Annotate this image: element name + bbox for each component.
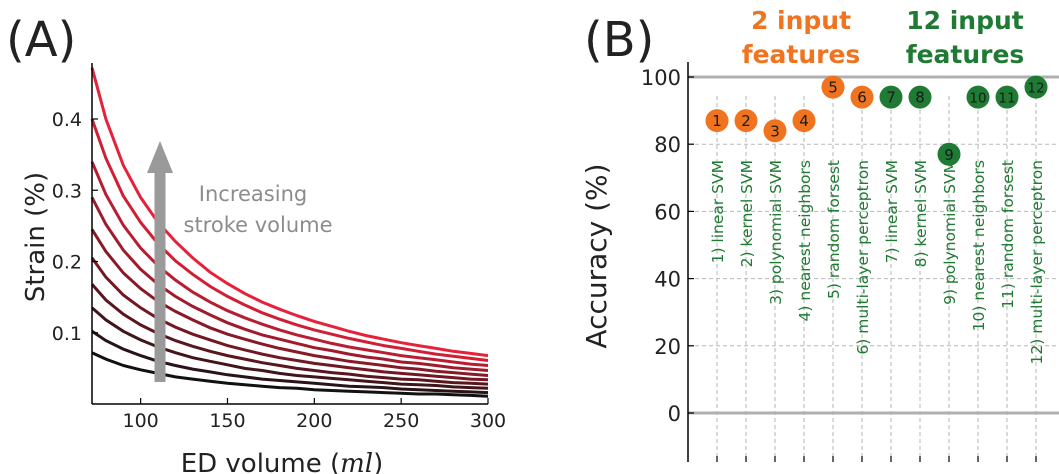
group-title-line-1: 2 input <box>751 6 851 35</box>
y-tick-label: 0.2 <box>52 252 82 274</box>
annotation-line-2: stroke volume <box>184 213 333 237</box>
annotation-line-1: Increasing <box>199 182 307 206</box>
classifier-label: 12) multi-layer perceptron <box>1028 160 1046 364</box>
x-tick-label: 150 <box>209 410 245 432</box>
y-tick-label: 60 <box>654 200 681 224</box>
point-number: 2 <box>741 112 751 130</box>
y-axis-label: Strain (%) <box>21 172 51 302</box>
y-tick-label: 0.4 <box>52 109 82 131</box>
classifier-label: 1) linear SVM <box>709 160 727 263</box>
y-tick-label: 20 <box>654 335 681 359</box>
classifier-label: 8) kernel SVM <box>912 160 930 267</box>
x-tick-label: 300 <box>470 410 506 432</box>
panel-b-axes: 0 20 40 60 80 100 <box>641 62 1037 462</box>
point-number: 12 <box>1027 81 1044 97</box>
accuracy-point <box>821 75 845 99</box>
panel-b: (B) 0 20 40 60 80 100 1) linear SVM 2) kernel … <box>580 6 1059 462</box>
group-title-line-2: features <box>906 40 1025 69</box>
accuracy-point <box>1024 75 1048 99</box>
classifier-label: 11) random forsest <box>999 160 1017 309</box>
y-tick-label: 0 <box>668 402 681 426</box>
accuracy-point <box>937 142 961 166</box>
panel-b-label: (B) <box>584 12 654 68</box>
classifier-label: 6) multi-layer perceptron <box>854 160 872 355</box>
point-number: 11 <box>998 91 1015 107</box>
classifier-label: 7) linear SVM <box>883 160 901 263</box>
point-number: 7 <box>886 89 896 107</box>
y-tick-label: 40 <box>654 268 681 292</box>
y-tick-label: 0.3 <box>52 180 82 202</box>
point-number: 6 <box>857 89 867 107</box>
accuracy-point <box>792 109 816 133</box>
accuracy-point <box>966 85 990 109</box>
accuracy-point <box>705 109 729 133</box>
point-number: 1 <box>712 112 722 130</box>
y-tick-label: 100 <box>641 66 681 90</box>
accuracy-point <box>763 119 787 143</box>
increasing-arrow <box>147 141 173 382</box>
x-tick-label: 200 <box>296 410 332 432</box>
point-number: 10 <box>969 91 986 107</box>
classifier-label: 9) polynomial SVM <box>941 160 959 305</box>
point-number: 8 <box>915 89 925 107</box>
x-axis-label: ED volume (ml) <box>181 449 384 474</box>
classifier-labels: 1) linear SVM 2) kernel SVM 3) polynomial … <box>709 160 1046 364</box>
accuracy-point <box>879 85 903 109</box>
accuracy-point <box>995 85 1019 109</box>
classifier-label: 4) nearest neighbors <box>796 160 814 321</box>
point-number: 9 <box>944 146 954 164</box>
classifier-label: 3) polynomial SVM <box>767 160 785 305</box>
strain-curve-6 <box>90 257 489 382</box>
x-tick-label: 100 <box>122 410 158 432</box>
point-number: 5 <box>828 79 838 97</box>
group-titles: 2 input features 12 input features <box>742 6 1025 69</box>
accuracy-axis-label: Accuracy (%) <box>580 163 613 348</box>
panel-a-axes: 100 150 200 250 300 0.1 0.2 0.3 0.4 <box>52 63 506 432</box>
y-tick-label: 80 <box>654 133 681 157</box>
strain-curve-1 <box>90 67 489 358</box>
y-tick-label: 0.1 <box>52 323 82 345</box>
strain-curve-2 <box>90 118 489 362</box>
accuracy-point <box>850 85 874 109</box>
panel-a-label: (A) <box>6 12 76 68</box>
panel-b-grid <box>688 75 1059 460</box>
panel-a: (A) Increasing stroke volume 100 150 200 25… <box>6 12 506 474</box>
classifier-label: 2) kernel SVM <box>738 160 756 267</box>
group-title-line-2: features <box>742 40 861 69</box>
point-number: 4 <box>799 112 809 130</box>
classifier-label: 5) random forsest <box>825 160 843 299</box>
accuracy-point <box>734 109 758 133</box>
x-tick-label: 250 <box>383 410 419 432</box>
arrow-head <box>147 141 173 173</box>
classifier-label: 10) nearest neighbors <box>970 160 988 331</box>
point-number: 3 <box>770 122 780 140</box>
group-title-line-1: 12 input <box>906 6 1024 35</box>
accuracy-point <box>908 85 932 109</box>
